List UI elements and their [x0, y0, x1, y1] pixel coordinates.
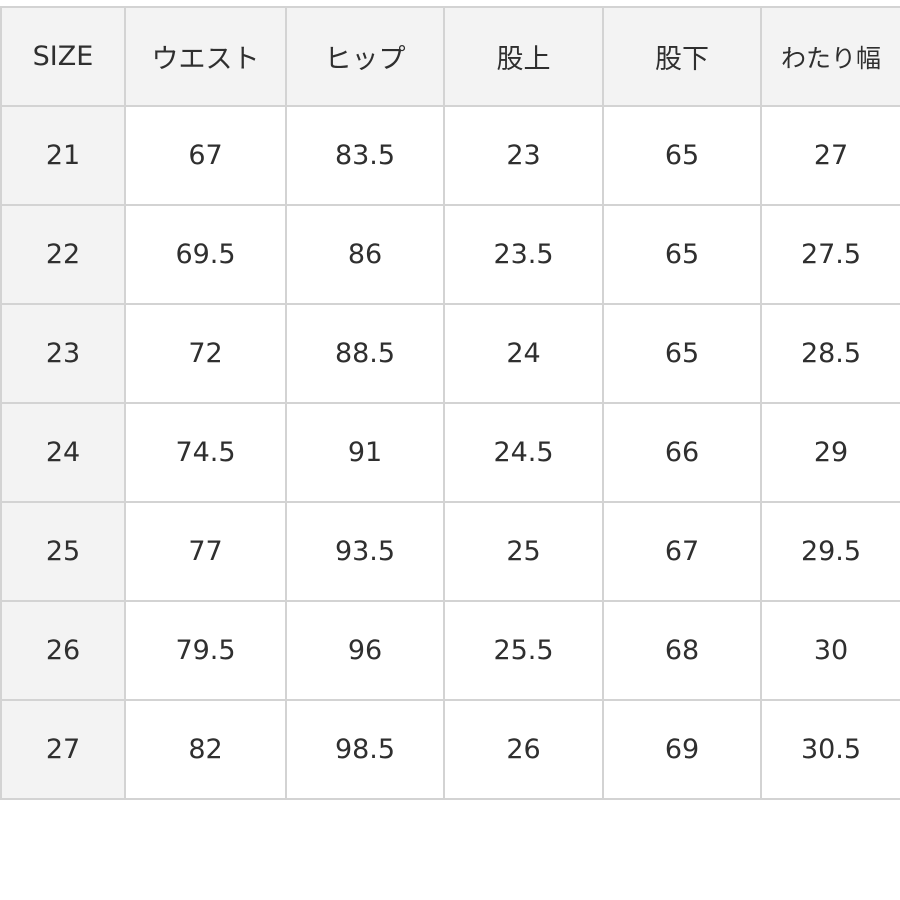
column-header: 股下 [602, 6, 762, 107]
table-cell: 74.5 [124, 402, 287, 503]
table-cell: 69 [602, 699, 762, 800]
table-cell: 68 [602, 600, 762, 701]
table-cell: 72 [124, 303, 287, 404]
column-header: 股上 [443, 6, 604, 107]
table-cell: 83.5 [285, 105, 445, 206]
size-table: SIZE ウエスト ヒップ 股上 股下 わたり幅 21 67 83.5 23 65 27 22 69.5… [0, 6, 900, 800]
table-cell: 24 [443, 303, 604, 404]
size-cell: 21 [0, 105, 126, 206]
table-cell: 29.5 [760, 501, 900, 602]
table-cell: 77 [124, 501, 287, 602]
table-cell: 96 [285, 600, 445, 701]
column-header: SIZE [0, 6, 126, 107]
table-cell: 28.5 [760, 303, 900, 404]
column-header: ウエスト [124, 6, 287, 107]
size-cell: 22 [0, 204, 126, 305]
table-cell: 25 [443, 501, 604, 602]
column-header: ヒップ [285, 6, 445, 107]
table-cell: 66 [602, 402, 762, 503]
table-cell: 86 [285, 204, 445, 305]
table-cell: 23 [443, 105, 604, 206]
table-cell: 24.5 [443, 402, 604, 503]
table-cell: 29 [760, 402, 900, 503]
table-cell: 98.5 [285, 699, 445, 800]
table-cell: 65 [602, 105, 762, 206]
table-cell: 65 [602, 303, 762, 404]
table-cell: 88.5 [285, 303, 445, 404]
table-cell: 65 [602, 204, 762, 305]
table-row: 24 74.5 91 24.5 66 29 [0, 402, 900, 503]
table-cell: 93.5 [285, 501, 445, 602]
table-cell: 27 [760, 105, 900, 206]
size-cell: 27 [0, 699, 126, 800]
table-cell: 26 [443, 699, 604, 800]
size-cell: 23 [0, 303, 126, 404]
column-header: わたり幅 [760, 6, 900, 107]
table-cell: 30 [760, 600, 900, 701]
table-cell: 79.5 [124, 600, 287, 701]
table-row: 25 77 93.5 25 67 29.5 [0, 501, 900, 602]
table-cell: 25.5 [443, 600, 604, 701]
table-cell: 67 [124, 105, 287, 206]
size-cell: 24 [0, 402, 126, 503]
size-cell: 25 [0, 501, 126, 602]
table-row: 23 72 88.5 24 65 28.5 [0, 303, 900, 404]
table-cell: 91 [285, 402, 445, 503]
table-row: 27 82 98.5 26 69 30.5 [0, 699, 900, 800]
table-row: 26 79.5 96 25.5 68 30 [0, 600, 900, 701]
size-chart: SIZE ウエスト ヒップ 股上 股下 わたり幅 21 67 83.5 23 65 27 22 69.5… [0, 6, 900, 800]
table-cell: 82 [124, 699, 287, 800]
table-cell: 69.5 [124, 204, 287, 305]
table-cell: 27.5 [760, 204, 900, 305]
table-cell: 23.5 [443, 204, 604, 305]
table-row: 21 67 83.5 23 65 27 [0, 105, 900, 206]
table-row: 22 69.5 86 23.5 65 27.5 [0, 204, 900, 305]
table-cell: 30.5 [760, 699, 900, 800]
table-cell: 67 [602, 501, 762, 602]
header-row: SIZE ウエスト ヒップ 股上 股下 わたり幅 [0, 6, 900, 107]
size-cell: 26 [0, 600, 126, 701]
